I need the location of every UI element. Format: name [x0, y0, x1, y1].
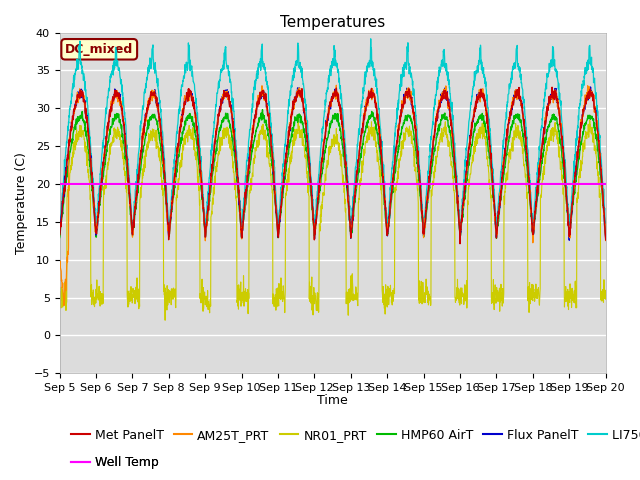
Met PanelT: [548, 84, 556, 90]
Line: AM25T_PRT: AM25T_PRT: [60, 85, 605, 306]
AM25T_PRT: [554, 97, 562, 103]
Well Temp: [554, 181, 561, 187]
Line: LI7500 T: LI7500 T: [60, 39, 605, 234]
AM25T_PRT: [569, 194, 577, 200]
Line: NR01_PRT: NR01_PRT: [60, 118, 605, 320]
AM25T_PRT: [333, 83, 340, 88]
Met PanelT: [554, 99, 562, 105]
NR01_PRT: [554, 134, 562, 140]
LI7500 T: [208, 147, 216, 153]
Flux PanelT: [360, 116, 368, 121]
AM25T_PRT: [56, 263, 63, 268]
Flux PanelT: [569, 197, 577, 203]
HMP60 AirT: [208, 177, 216, 183]
LI7500 T: [492, 217, 499, 223]
NR01_PRT: [161, 317, 169, 323]
Met PanelT: [360, 117, 368, 122]
Met PanelT: [602, 237, 609, 243]
Title: Temperatures: Temperatures: [280, 15, 385, 30]
AM25T_PRT: [349, 215, 356, 221]
Flux PanelT: [587, 84, 595, 90]
NR01_PRT: [602, 294, 609, 300]
AM25T_PRT: [361, 112, 369, 118]
NR01_PRT: [56, 301, 63, 307]
X-axis label: Time: Time: [317, 395, 348, 408]
HMP60 AirT: [349, 222, 356, 228]
NR01_PRT: [492, 290, 499, 296]
AM25T_PRT: [602, 238, 609, 243]
Well Temp: [492, 181, 499, 187]
Met PanelT: [569, 194, 577, 200]
Well Temp: [348, 181, 356, 187]
HMP60 AirT: [602, 233, 609, 239]
AM25T_PRT: [492, 222, 499, 228]
LI7500 T: [56, 228, 63, 234]
Line: HMP60 AirT: HMP60 AirT: [60, 109, 605, 239]
LI7500 T: [602, 227, 609, 233]
AM25T_PRT: [60, 303, 68, 309]
NR01_PRT: [349, 284, 356, 290]
Y-axis label: Temperature (C): Temperature (C): [15, 152, 28, 254]
Met PanelT: [208, 168, 216, 174]
LI7500 T: [274, 231, 282, 237]
Well Temp: [208, 181, 216, 187]
LI7500 T: [554, 79, 562, 84]
NR01_PRT: [569, 291, 577, 297]
Flux PanelT: [492, 221, 499, 227]
HMP60 AirT: [360, 131, 368, 136]
HMP60 AirT: [554, 121, 562, 127]
Well Temp: [56, 181, 63, 187]
NR01_PRT: [361, 151, 369, 156]
Well Temp: [569, 181, 577, 187]
Flux PanelT: [602, 235, 609, 241]
Line: Flux PanelT: Flux PanelT: [60, 87, 605, 240]
HMP60 AirT: [493, 236, 500, 241]
Met PanelT: [492, 221, 499, 227]
Flux PanelT: [208, 167, 216, 173]
HMP60 AirT: [492, 221, 499, 227]
Flux PanelT: [456, 238, 464, 243]
HMP60 AirT: [56, 235, 63, 240]
Flux PanelT: [56, 230, 63, 236]
Met PanelT: [56, 232, 63, 238]
LI7500 T: [367, 36, 374, 42]
LI7500 T: [349, 208, 356, 214]
HMP60 AirT: [259, 107, 266, 112]
Legend: Well Temp: Well Temp: [66, 451, 163, 474]
LI7500 T: [360, 77, 368, 83]
Line: Met PanelT: Met PanelT: [60, 87, 605, 244]
Text: DC_mixed: DC_mixed: [65, 43, 133, 56]
NR01_PRT: [294, 115, 302, 121]
LI7500 T: [569, 177, 577, 182]
AM25T_PRT: [208, 168, 216, 174]
Met PanelT: [456, 241, 464, 247]
Flux PanelT: [348, 218, 356, 224]
Well Temp: [360, 181, 368, 187]
Well Temp: [602, 181, 609, 187]
Flux PanelT: [554, 100, 561, 106]
NR01_PRT: [208, 201, 216, 207]
Met PanelT: [348, 221, 356, 227]
HMP60 AirT: [569, 202, 577, 207]
